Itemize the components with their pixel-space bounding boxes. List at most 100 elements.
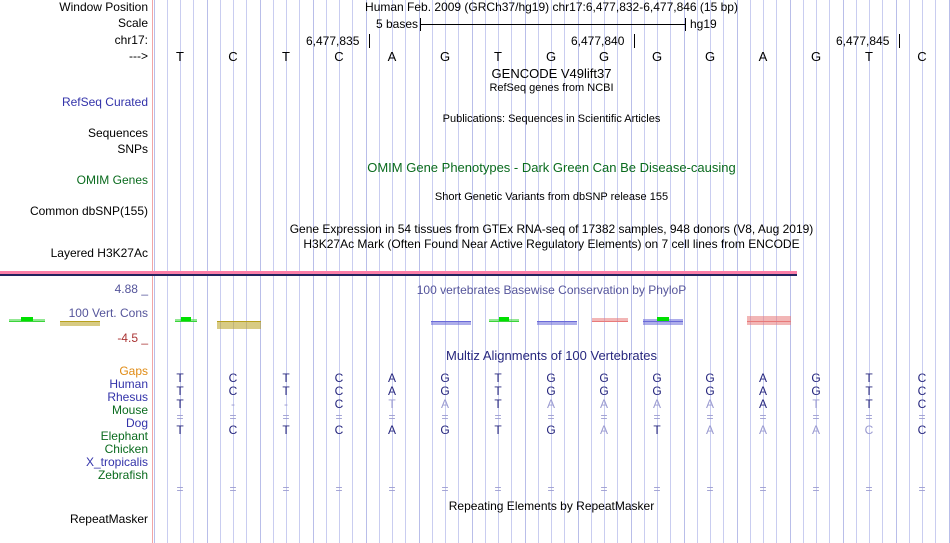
alignment-base: C — [334, 423, 344, 437]
alignment-base: = — [600, 482, 608, 496]
sidebar-item-species-rhesus[interactable]: Rhesus — [107, 390, 148, 404]
base-letter[interactable]: G — [704, 49, 716, 64]
scale-label: 5 bases — [375, 17, 418, 31]
conservation-baseline — [431, 321, 471, 322]
base-letter[interactable]: A — [387, 49, 397, 64]
scale-bar — [420, 18, 686, 31]
sidebar-item-species-elephant[interactable]: Elephant — [100, 429, 148, 443]
sidebar-item-cons-min[interactable]: -4.5 _ — [117, 331, 148, 345]
alignment-base: = — [282, 482, 290, 496]
sidebar-item-layered-h3k27ac[interactable]: Layered H3K27Ac — [50, 246, 148, 260]
gridline — [829, 0, 830, 543]
alignment-base: = — [229, 410, 237, 424]
base-letter[interactable]: C — [228, 49, 238, 64]
alignment-base: = — [176, 410, 184, 424]
alignment-base: T — [176, 384, 184, 398]
alignment-base: T — [282, 371, 290, 385]
alignment-row-zebrafish[interactable]: = = = = = = = = = = = = = = = — [153, 483, 950, 496]
alignment-base: = — [812, 410, 820, 424]
base-letter[interactable]: C — [917, 49, 927, 64]
alignment-base: G — [811, 371, 821, 385]
alignment-base: T — [865, 384, 873, 398]
conservation-baseline — [747, 321, 791, 322]
alignment-base: G — [705, 371, 715, 385]
sidebar-item-common-dbsnp[interactable]: Common dbSNP(155) — [29, 204, 148, 218]
sidebar-item-window-position[interactable]: Window Position — [59, 0, 148, 14]
base-letter[interactable]: G — [651, 49, 663, 64]
alignment-base: = — [441, 482, 449, 496]
alignment-base: A — [652, 397, 661, 411]
coordinate-tick — [899, 34, 900, 48]
sidebar-item-chrom[interactable]: chr17: — [114, 33, 148, 47]
alignment-row-chicken[interactable] — [153, 437, 950, 450]
alignment-base: - — [284, 397, 288, 411]
sidebar-item-sequences[interactable]: Sequences — [87, 126, 148, 140]
h3k27ac-caption: H3K27Ac Mark (Often Found Near Active Re… — [303, 237, 800, 251]
alignment-base: = — [706, 410, 714, 424]
base-letter[interactable]: T — [282, 49, 290, 64]
alignment-base: C — [228, 423, 238, 437]
gridline — [816, 0, 817, 543]
sidebar-item-refseq-curated[interactable]: RefSeq Curated — [61, 95, 148, 109]
alignment-base: G — [599, 384, 609, 398]
base-letter[interactable]: G — [598, 49, 610, 64]
sidebar-item-100-vert-cons[interactable]: 100 Vert. Cons — [68, 306, 148, 320]
gridline — [882, 0, 883, 543]
sidebar-item-repeatmasker[interactable]: RepeatMasker — [69, 512, 148, 526]
alignment-base: A — [387, 423, 396, 437]
alignment-base: = — [282, 410, 290, 424]
alignment-row-dog[interactable]: = = = = = = = = = = = = = = = — [153, 411, 950, 424]
conservation-baseline — [537, 321, 577, 322]
base-letter[interactable]: G — [439, 49, 451, 64]
sidebar-item-snps[interactable]: SNPs — [117, 142, 148, 156]
sidebar-item-species-dog[interactable]: Dog — [125, 416, 148, 430]
base-letter[interactable]: G — [545, 49, 557, 64]
conservation-peak — [21, 317, 33, 322]
conservation-peak — [181, 317, 191, 322]
conservation-baseline — [9, 321, 45, 322]
base-letter[interactable]: C — [334, 49, 344, 64]
base-letter[interactable]: A — [758, 49, 768, 64]
sidebar-item-species-mouse[interactable]: Mouse — [111, 403, 148, 417]
alignment-base: C — [917, 397, 927, 411]
h3k27ac-divider-pink — [0, 271, 797, 274]
refseq-caption: RefSeq genes from NCBI — [489, 82, 614, 94]
sidebar-item-species-chicken[interactable]: Chicken — [104, 442, 148, 456]
alignment-base: G — [652, 384, 662, 398]
sidebar-item-cons-max[interactable]: 4.88 _ — [114, 282, 148, 296]
phylop-caption: 100 vertebrates Basewise Conservation by… — [416, 283, 687, 297]
alignment-base: G — [440, 371, 450, 385]
sidebar-item-species-human[interactable]: Human — [109, 377, 148, 391]
sidebar-item-species-xtropicalis[interactable]: X_tropicalis — [85, 455, 148, 469]
alignment-row-x_tropicalis[interactable] — [153, 450, 950, 463]
alignment-base: A — [758, 397, 767, 411]
alignment-base: C — [917, 371, 927, 385]
conservation-bar-negative — [643, 321, 683, 325]
alignment-base: C — [334, 371, 344, 385]
conservation-peak — [499, 317, 509, 322]
conservation-bar-negative — [217, 321, 261, 329]
sidebar-item-gaps[interactable]: Gaps — [119, 364, 148, 378]
coordinate-tick — [369, 34, 370, 48]
sidebar-item-omim-genes[interactable]: OMIM Genes — [76, 173, 148, 187]
base-letter[interactable]: G — [810, 49, 822, 64]
alignment-base: C — [334, 384, 344, 398]
window-position-text: Human Feb. 2009 (GRCh37/hg19) chr17:6,47… — [153, 1, 950, 14]
conservation-bar-positive — [592, 318, 628, 321]
alignment-base: G — [811, 384, 821, 398]
sidebar-item-species-zebrafish[interactable]: Zebrafish — [97, 468, 148, 482]
gridline — [856, 0, 857, 543]
base-letter[interactable]: T — [494, 49, 502, 64]
alignment-base: A — [387, 384, 396, 398]
phylop-conservation-plot[interactable] — [0, 283, 797, 333]
alignment-base: A — [758, 384, 767, 398]
base-letter[interactable]: T — [865, 49, 873, 64]
sidebar-item-strand[interactable]: ---> — [129, 49, 148, 63]
alignment-base: T — [494, 423, 502, 437]
base-letter[interactable]: T — [176, 49, 184, 64]
sidebar-item-scale[interactable]: Scale — [117, 16, 148, 30]
